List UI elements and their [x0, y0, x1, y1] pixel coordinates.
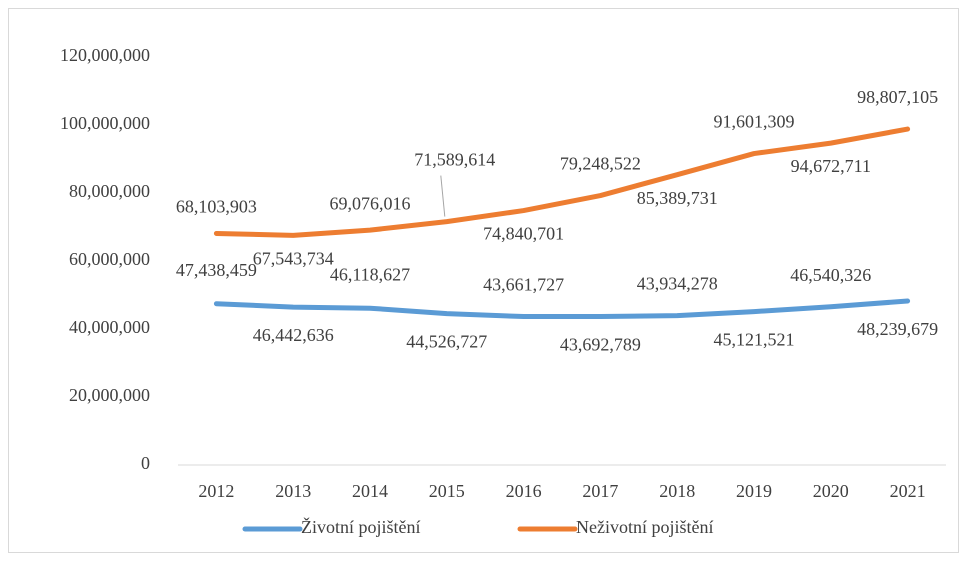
data-label: 46,540,326: [790, 265, 871, 285]
y-tick-label: 20,000,000: [69, 385, 150, 405]
y-tick-label: 100,000,000: [60, 113, 150, 133]
x-tick-label: 2015: [429, 481, 465, 501]
data-label: 47,438,459: [176, 260, 257, 280]
y-tick-label: 60,000,000: [69, 249, 150, 269]
data-label: 68,103,903: [176, 197, 257, 217]
data-label: 46,118,627: [330, 264, 410, 284]
x-tick-label: 2018: [659, 481, 695, 501]
x-tick-label: 2019: [736, 481, 772, 501]
legend-label: Neživotní pojištění: [576, 517, 713, 537]
data-label: 85,389,731: [637, 188, 718, 208]
y-tick-label: 0: [141, 453, 150, 473]
y-tick-label: 80,000,000: [69, 181, 150, 201]
data-label: 67,543,734: [253, 248, 334, 268]
data-label: 94,672,711: [791, 156, 871, 176]
leader-line: [440, 175, 446, 217]
y-tick-label: 40,000,000: [69, 317, 150, 337]
y-tick-label: 120,000,000: [60, 45, 150, 65]
data-label: 45,121,521: [714, 330, 795, 350]
x-tick-label: 2017: [582, 481, 618, 501]
data-label: 74,840,701: [483, 224, 564, 244]
data-label: 44,526,727: [406, 332, 487, 352]
x-tick-label: 2014: [352, 481, 388, 501]
x-tick-label: 2016: [506, 481, 542, 501]
x-tick-label: 2021: [890, 481, 926, 501]
data-label: 79,248,522: [560, 154, 641, 174]
x-tick-label: 2020: [813, 481, 849, 501]
data-label: 69,076,016: [330, 193, 411, 213]
data-label: 98,807,105: [857, 87, 938, 107]
chart-frame: [8, 8, 959, 553]
data-label: 43,692,789: [560, 335, 641, 355]
data-label: 48,239,679: [857, 319, 938, 339]
data-label: 46,442,636: [253, 325, 334, 345]
data-label: 91,601,309: [714, 112, 795, 132]
data-label: 43,934,278: [637, 274, 718, 294]
x-tick-label: 2013: [275, 481, 311, 501]
legend-label: Životní pojištění: [301, 516, 421, 537]
x-tick-label: 2012: [198, 481, 234, 501]
data-label: 71,589,614: [414, 150, 495, 170]
data-label: 43,661,727: [483, 275, 564, 295]
series-line: [213, 126, 911, 238]
series-line: [213, 298, 911, 320]
